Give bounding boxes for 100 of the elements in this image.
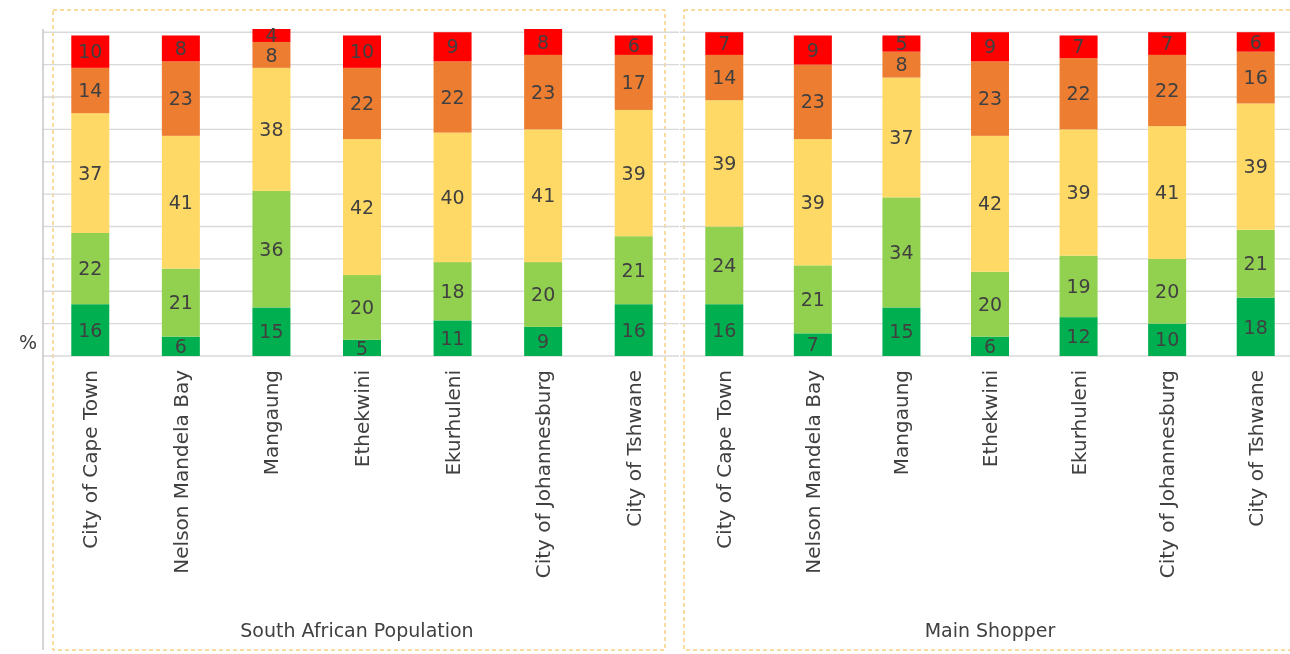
- data-label: 20: [977, 292, 1003, 315]
- data-label: 22: [1066, 82, 1091, 105]
- data-label: 36: [259, 237, 284, 260]
- data-label: 38: [259, 118, 284, 141]
- data-label: 14: [78, 79, 103, 102]
- data-label: 39: [800, 190, 825, 213]
- data-label: 9: [446, 35, 459, 58]
- bar: [71, 67, 110, 114]
- bar: [524, 262, 563, 327]
- bar: [1236, 229, 1275, 298]
- data-label: 10: [1155, 328, 1180, 351]
- bar: [524, 54, 563, 130]
- data-label: 21: [1243, 252, 1268, 275]
- bar: [343, 35, 381, 68]
- bar: [793, 64, 832, 140]
- data-label: 34: [889, 241, 914, 264]
- bar: [1148, 54, 1187, 127]
- bar: [1148, 258, 1187, 324]
- bar: [71, 232, 110, 305]
- bar: [1148, 32, 1187, 55]
- data-label: 22: [440, 85, 465, 108]
- bar: [433, 320, 472, 356]
- bar: [614, 304, 653, 356]
- bar: [433, 132, 472, 263]
- data-label: 40: [440, 186, 465, 209]
- bar: [433, 32, 472, 62]
- bar: [705, 304, 744, 356]
- bar: [343, 67, 381, 140]
- bar: [1236, 32, 1275, 52]
- data-label: 21: [800, 287, 825, 310]
- bar: [71, 35, 110, 68]
- bar: [793, 333, 832, 356]
- data-label: 41: [1155, 181, 1180, 204]
- bar: [971, 271, 1009, 337]
- x-tick-label: Nelson Mandela Bay: [168, 369, 193, 574]
- x-tick-label: City of Tshwane: [621, 370, 646, 527]
- x-tick-label: Ethekwini: [978, 370, 1002, 468]
- bar: [614, 54, 653, 110]
- data-label: 5: [895, 32, 908, 55]
- data-label: 21: [621, 258, 646, 281]
- x-tick-label: City of Johannesburg: [531, 370, 556, 579]
- bar: [433, 262, 472, 321]
- data-label: 16: [712, 318, 737, 341]
- x-tick-label: City of Cape Town: [78, 370, 103, 549]
- bar: [971, 135, 1009, 272]
- bar: [705, 100, 744, 227]
- data-label: 19: [1066, 275, 1091, 298]
- data-label: 6: [174, 334, 187, 357]
- data-label: 6: [1249, 30, 1262, 53]
- bar: [433, 61, 472, 133]
- y-axis-title: %: [18, 330, 38, 353]
- data-label: 10: [78, 40, 103, 63]
- data-label: 23: [800, 90, 825, 113]
- bar: [71, 113, 110, 233]
- bar: [614, 236, 653, 305]
- bar: [882, 51, 921, 78]
- bar: [252, 307, 291, 356]
- data-label: 42: [977, 192, 1003, 215]
- data-label: 11: [440, 326, 465, 349]
- data-label: 24: [712, 254, 737, 276]
- data-label: 22: [1155, 79, 1180, 102]
- bar: [793, 139, 832, 266]
- data-label: 10: [349, 40, 375, 63]
- data-label: 37: [78, 161, 103, 184]
- data-label: 9: [983, 35, 997, 58]
- data-label: 37: [889, 126, 914, 149]
- data-label: 39: [1243, 155, 1268, 178]
- bar: [614, 35, 653, 55]
- data-label: 39: [712, 152, 737, 175]
- data-label: 7: [718, 32, 731, 55]
- bar: [705, 54, 744, 101]
- bar: [161, 268, 200, 337]
- bar: [614, 109, 653, 237]
- data-label: 8: [537, 30, 550, 53]
- bar: [1059, 58, 1098, 130]
- bar: [1059, 35, 1098, 59]
- bar: [1236, 51, 1275, 104]
- data-label: 9: [806, 38, 819, 61]
- data-label: 39: [1066, 181, 1091, 204]
- bar: [882, 197, 921, 308]
- bar: [1148, 126, 1187, 259]
- data-label: 21: [168, 291, 193, 314]
- bar: [1059, 255, 1098, 318]
- data-label: 6: [983, 334, 997, 357]
- data-label: 8: [895, 53, 908, 76]
- x-tick-label: Ekurhuleni: [440, 370, 465, 476]
- data-label: 18: [440, 279, 465, 302]
- data-label: 20: [349, 296, 375, 319]
- data-label: 20: [1155, 279, 1180, 302]
- bar: [793, 265, 832, 334]
- data-label: 12: [1066, 325, 1091, 348]
- x-tick-label: City of Tshwane: [1243, 370, 1268, 527]
- x-tick-label: City of Cape Town: [712, 370, 737, 549]
- bar: [705, 226, 744, 305]
- data-label: 15: [259, 320, 284, 343]
- data-label: 41: [168, 190, 193, 213]
- x-tick-label: Nelson Mandela Bay: [800, 369, 825, 574]
- data-label: 23: [531, 80, 556, 103]
- data-label: 17: [621, 71, 646, 94]
- bar: [252, 190, 291, 308]
